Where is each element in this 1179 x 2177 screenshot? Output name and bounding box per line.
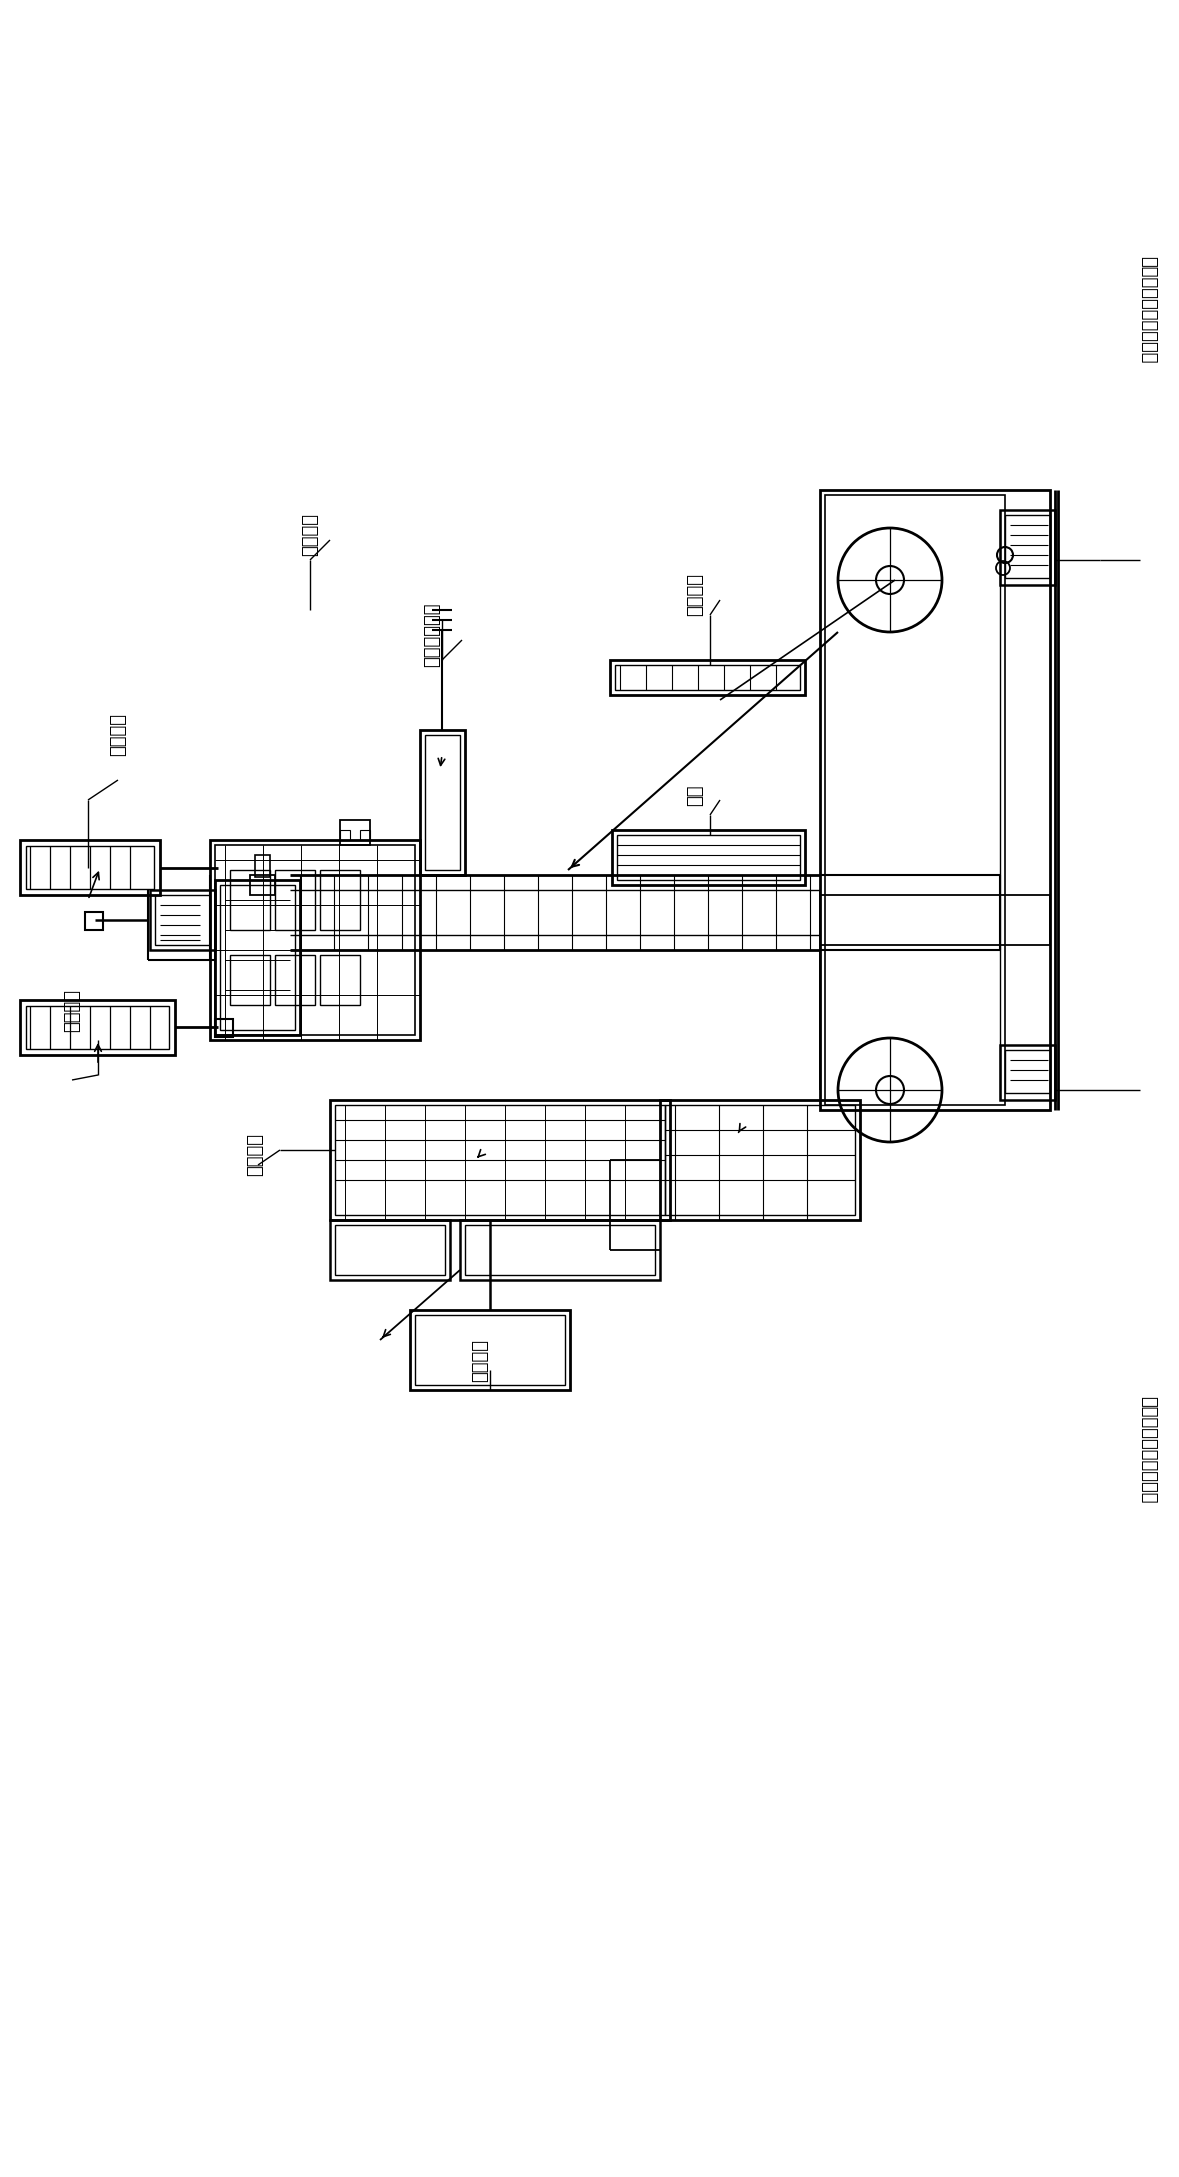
Bar — [220, 886, 295, 1030]
Bar — [215, 880, 299, 1034]
Text: 压料气缸: 压料气缸 — [108, 714, 127, 755]
Bar — [150, 890, 215, 949]
Bar — [465, 1226, 656, 1276]
Text: 滚板: 滚板 — [686, 784, 704, 805]
Text: 同步带辊: 同步带辊 — [686, 573, 704, 616]
Bar — [215, 845, 415, 1034]
Text: 压梁升降气缸: 压梁升降气缸 — [423, 603, 441, 666]
Bar — [360, 829, 370, 840]
Text: 升降滚板: 升降滚板 — [246, 1134, 264, 1176]
Text: 出料电机反转到位开关: 出料电机反转到位开关 — [1139, 1395, 1157, 1504]
Text: 型材托板: 型材托板 — [301, 514, 320, 557]
Bar — [154, 895, 210, 945]
Bar — [340, 821, 370, 845]
Bar — [230, 956, 270, 1006]
Bar — [610, 660, 805, 694]
Bar — [825, 494, 1005, 1106]
Bar — [335, 1106, 665, 1215]
Bar — [210, 840, 420, 1041]
Bar — [660, 1099, 859, 1219]
Bar — [26, 1006, 169, 1049]
Bar — [335, 1226, 444, 1276]
Bar — [821, 490, 1050, 1110]
Bar — [420, 729, 465, 875]
Text: 变速电机: 变速电机 — [470, 1339, 489, 1382]
Bar — [665, 1106, 855, 1215]
Bar — [215, 1019, 233, 1036]
Bar — [250, 875, 275, 895]
Bar — [275, 956, 315, 1006]
Bar — [1000, 1045, 1055, 1099]
Bar — [617, 836, 801, 880]
Bar — [20, 999, 174, 1056]
Bar — [612, 829, 805, 886]
Bar — [1005, 516, 1050, 579]
Bar — [20, 840, 160, 895]
Bar — [1000, 509, 1055, 586]
Bar — [410, 1311, 569, 1389]
Bar — [330, 1099, 670, 1219]
Bar — [460, 1219, 660, 1280]
Text: 出料电机正转到位开关: 出料电机正转到位开关 — [1139, 257, 1157, 364]
Bar — [340, 829, 350, 840]
Bar — [320, 956, 360, 1006]
Bar — [26, 847, 154, 888]
Bar — [415, 1315, 565, 1385]
Bar — [615, 664, 801, 690]
Bar — [230, 871, 270, 930]
Bar — [330, 1219, 450, 1280]
Bar — [424, 736, 460, 871]
Bar — [275, 871, 315, 930]
Text: 推料气缸: 推料气缸 — [62, 988, 81, 1032]
Bar — [1005, 1049, 1050, 1093]
Bar — [85, 912, 103, 930]
Bar — [320, 871, 360, 930]
Bar — [255, 856, 270, 877]
